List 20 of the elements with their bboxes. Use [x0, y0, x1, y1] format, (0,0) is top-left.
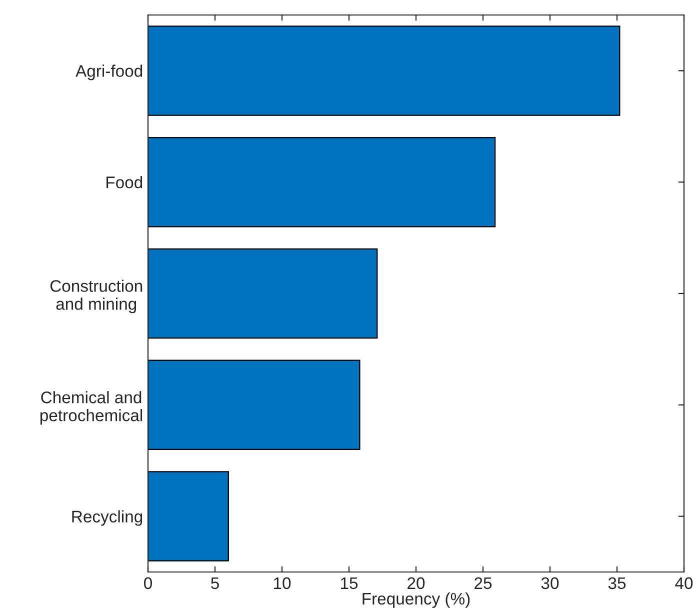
- y-tick-label: Food: [106, 176, 142, 188]
- y-tick-label: Recycling: [72, 510, 142, 526]
- bar: [148, 26, 620, 116]
- x-tick-label: 20: [408, 577, 425, 590]
- x-tick-label: 0: [144, 577, 152, 590]
- y-tick-label: Construction and mining: [50, 280, 142, 314]
- x-tick-label: 35: [608, 577, 626, 590]
- x-tick-label: 10: [274, 577, 291, 590]
- x-tick-label: 25: [474, 577, 492, 590]
- x-axis-title: Frequency (%): [362, 592, 470, 608]
- x-tick-label: 15: [341, 577, 358, 590]
- x-tick-label: 5: [211, 577, 219, 590]
- bar: [148, 136, 496, 228]
- x-tick-label: 40: [675, 577, 693, 590]
- bar: [148, 471, 229, 562]
- bar: [148, 248, 378, 339]
- y-tick-label: Chemical and petrochemical: [40, 391, 142, 425]
- y-tick-label: Agri-food: [76, 64, 142, 80]
- x-tick-label: 30: [541, 577, 559, 590]
- bar: [148, 360, 360, 450]
